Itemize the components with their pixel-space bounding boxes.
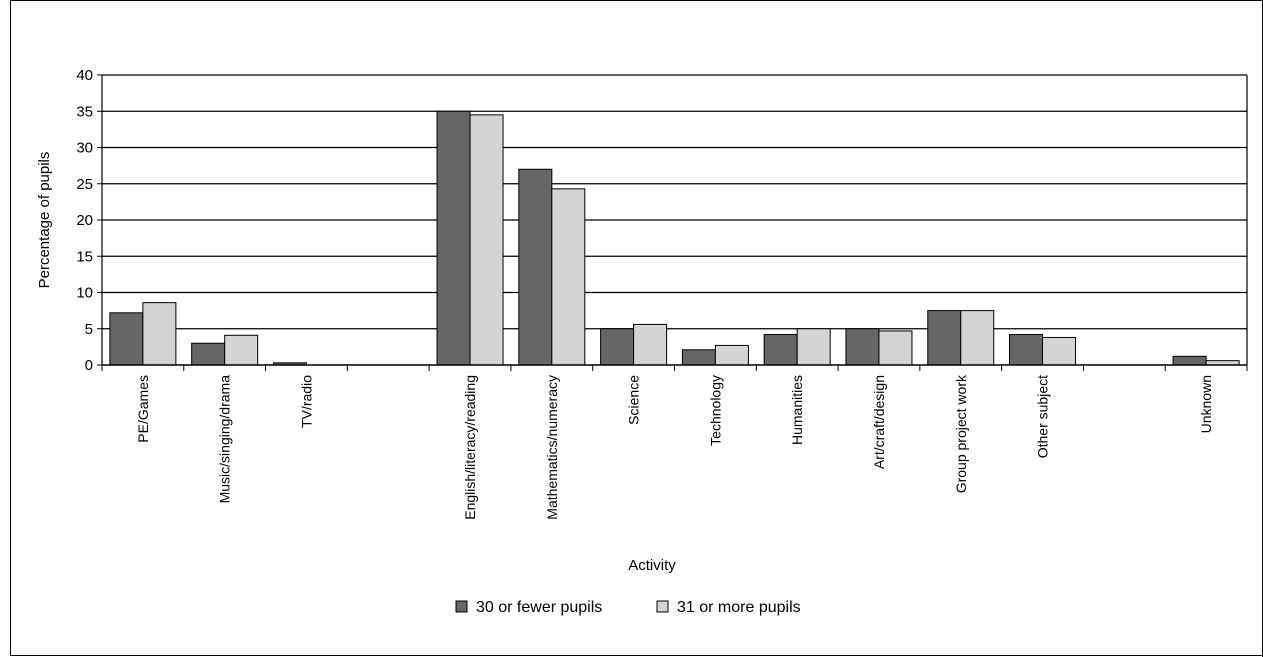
bar <box>714 344 749 366</box>
y-tick-label: 25 <box>76 176 93 193</box>
bar <box>600 328 635 366</box>
x-category-label: Technology <box>707 375 723 446</box>
y-tick-label: 35 <box>76 103 93 120</box>
bar <box>927 310 962 366</box>
legend: 30 or fewer pupils 31 or more pupils <box>455 599 801 616</box>
y-tick-label: 10 <box>76 285 93 302</box>
bar <box>796 328 831 366</box>
bar <box>681 349 716 366</box>
y-tick-label: 30 <box>76 140 93 157</box>
x-category-label: TV/radio <box>298 375 314 428</box>
bar <box>633 323 668 366</box>
y-tick-label: 15 <box>76 248 93 265</box>
x-category-label: Art/craft/design <box>871 375 887 469</box>
x-category-label: Unknown <box>1198 375 1214 433</box>
y-tick-label: 0 <box>85 357 93 374</box>
bar <box>1172 355 1207 366</box>
x-category-label: Science <box>626 375 642 425</box>
bar <box>469 114 504 366</box>
bar <box>1042 336 1077 366</box>
legend-label: 30 or fewer pupils <box>476 599 602 616</box>
y-axis-title: Percentage of pupils <box>36 152 53 289</box>
y-tick-label: 40 <box>76 67 93 84</box>
bars <box>109 110 1240 366</box>
bar <box>436 110 471 366</box>
bar <box>551 188 586 366</box>
y-tick-labels: 0 5 10 15 20 25 30 35 40 <box>76 67 93 374</box>
legend-label: 31 or more pupils <box>677 599 801 616</box>
y-tick-label: 20 <box>76 212 93 229</box>
chart-frame <box>10 0 1262 656</box>
x-category-label: Other subject <box>1035 375 1051 458</box>
x-category-label: English/literacy/reading <box>462 375 478 520</box>
bar <box>845 328 880 366</box>
x-category-label: Group project work <box>953 374 969 493</box>
x-category-labels: PE/Games Music/singing/drama TV/radio Engli… <box>135 374 1214 520</box>
bar <box>224 334 259 366</box>
gridlines <box>102 74 1247 330</box>
legend-swatch <box>656 600 669 613</box>
x-category-label: PE/Games <box>135 375 151 443</box>
x-category-label: Music/singing/drama <box>217 375 233 504</box>
x-category-label: Humanities <box>789 375 805 445</box>
bar <box>518 168 553 366</box>
bar <box>109 312 144 366</box>
legend-swatch <box>455 600 468 613</box>
bar <box>763 334 798 366</box>
y-tick-label: 5 <box>85 321 93 338</box>
bar <box>878 330 913 366</box>
bar <box>191 342 226 366</box>
bar <box>1009 334 1044 366</box>
axes <box>97 74 1248 371</box>
bar <box>142 302 177 366</box>
chart-frame-top <box>10 0 1263 1</box>
x-category-label: Mathematics/numeracy <box>544 375 560 520</box>
bar <box>960 310 995 366</box>
x-axis-title: Activity <box>628 557 676 574</box>
